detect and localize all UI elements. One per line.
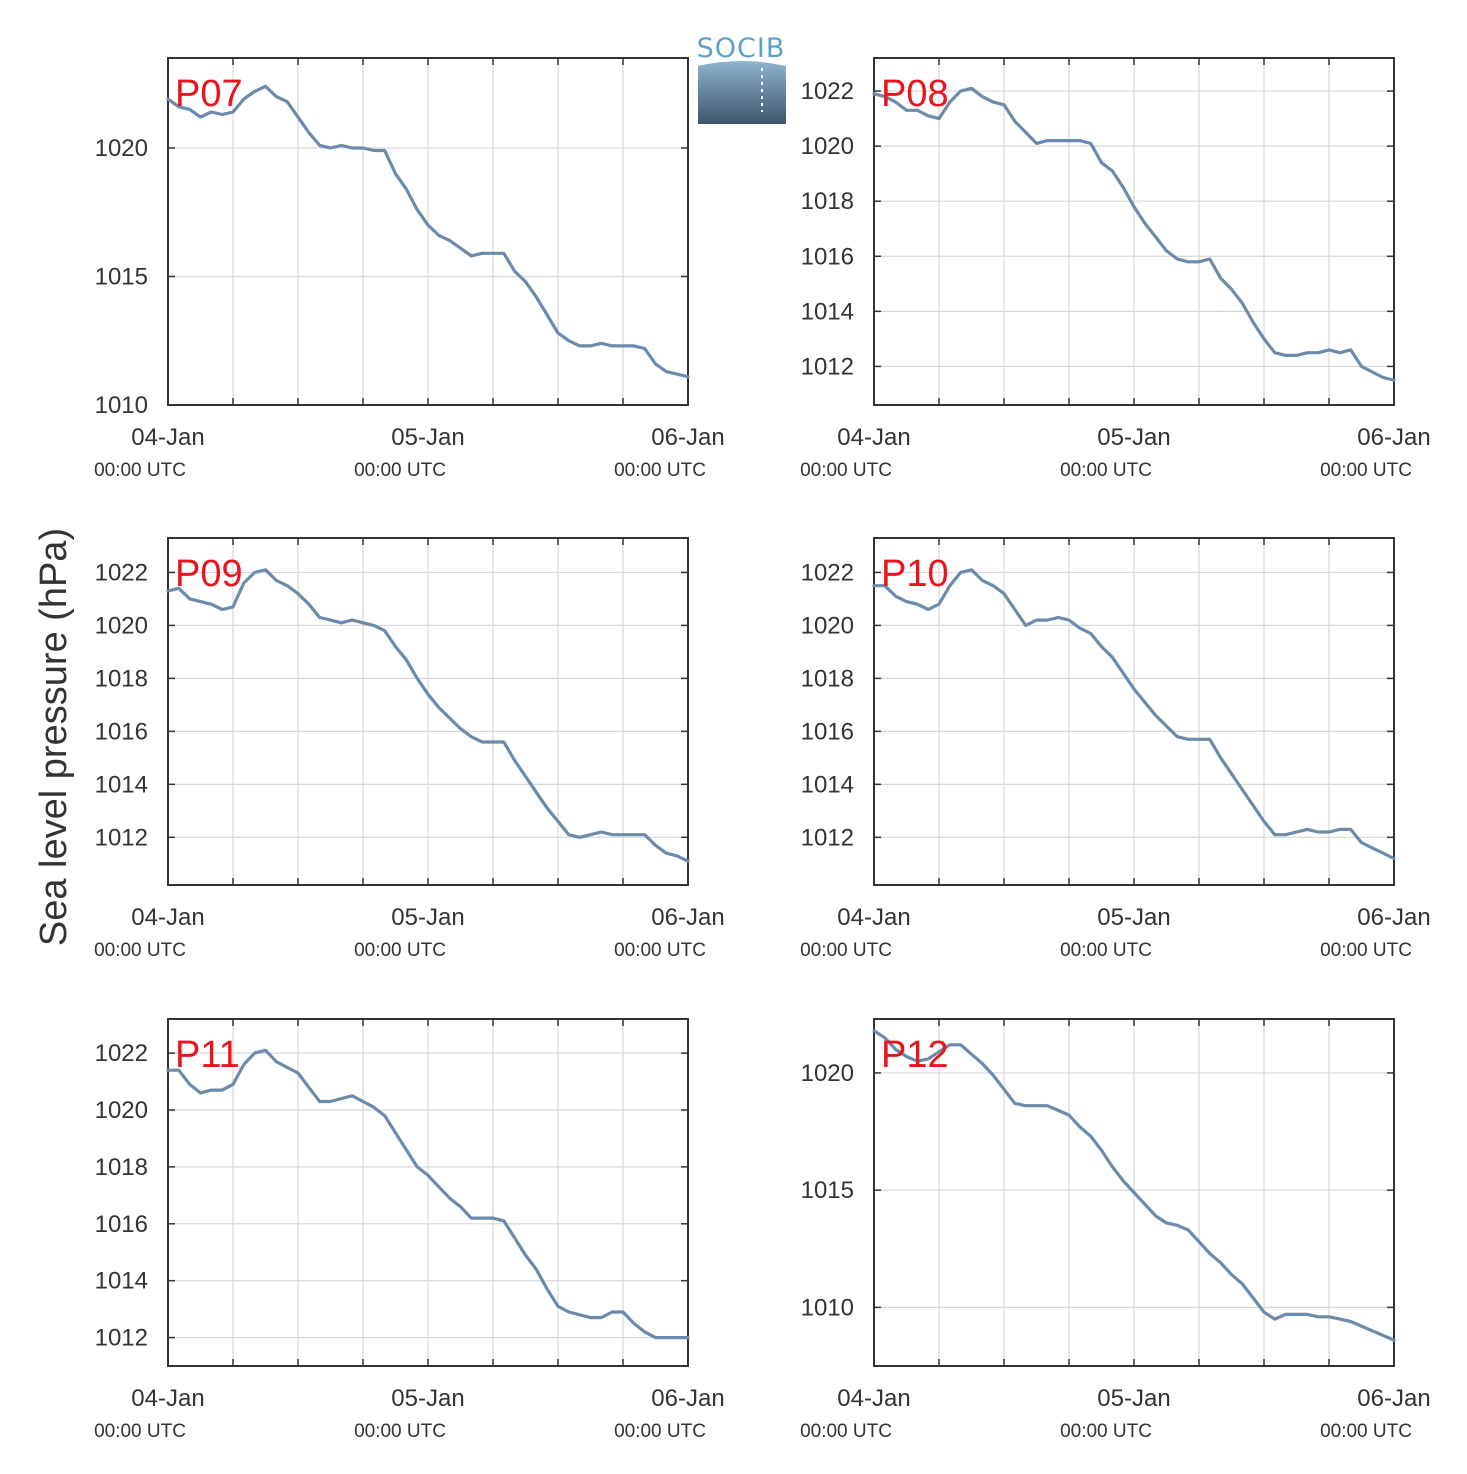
x-tick-sublabel: 00:00 UTC [354,460,446,481]
series-line [166,1048,690,1340]
y-tick-label: 1016 [801,718,854,745]
x-tick-label: 05-Jan [1097,1385,1170,1412]
y-tick-label: 1020 [95,612,148,639]
y-tick-label: 1018 [95,1154,148,1181]
panel-p08: 1012 1014 1016 1018 1020 1022 04-Jan 00:00 UTC 0… [800,57,1431,481]
y-tick-label: 1014 [95,1268,148,1295]
y-tick-label: 1016 [95,1211,148,1238]
series-line [166,568,690,863]
y-tick-label: 1010 [801,1294,854,1321]
y-tick-label: 1014 [95,771,148,798]
x-tick-sublabel: 00:00 UTC [1060,940,1152,961]
y-tick-label: 1022 [95,559,148,586]
panel-p11: 1012 1014 1016 1018 1020 1022 04-Jan 00:00 UTC 0… [94,1018,725,1442]
plot-frame [873,57,1395,406]
x-tick-label: 06-Jan [651,904,724,931]
panel-title: P08 [881,73,949,115]
x-tick-sublabel: 00:00 UTC [1060,460,1152,481]
plot-frame [167,1018,689,1367]
panel-p09: 1012 1014 1016 1018 1020 1022 04-Jan 00:00 UTC 0… [94,537,725,961]
x-tick-sublabel: 00:00 UTC [800,1421,892,1442]
panel-p07: 1010 1015 1020 04-Jan 00:00 UTC 05-Jan 00:00 U… [94,57,725,481]
x-tick-label: 05-Jan [1097,424,1170,451]
y-tick-label: 1022 [801,78,854,105]
x-tick-label: 04-Jan [131,1385,204,1412]
x-tick-label: 04-Jan [837,1385,910,1412]
x-tick-label: 04-Jan [837,424,910,451]
y-axis-label: Sea level pressure (hPa) [33,528,75,946]
logo-wave-icon [698,61,786,124]
panel-p10: 1012 1014 1016 1018 1020 1022 04-Jan 00:00 UTC 0… [800,537,1431,961]
panels: 1010 1015 1020 04-Jan 00:00 UTC 05-Jan 00:00 U… [94,57,1431,1442]
series-line [166,84,690,379]
y-tick-label: 1018 [95,665,148,692]
y-tick-label: 1018 [801,665,854,692]
x-tick-label: 05-Jan [1097,904,1170,931]
logo-text: SOCIB [697,33,786,64]
panel-p12: 1010 1015 1020 04-Jan 00:00 UTC 05-Jan 00:00 U… [800,1018,1431,1442]
x-tick-label: 04-Jan [131,424,204,451]
plot-frame [167,537,689,886]
y-tick-label: 1022 [801,559,854,586]
x-tick-label: 06-Jan [651,424,724,451]
y-tick-label: 1012 [95,824,148,851]
series-line [872,86,1396,382]
y-tick-label: 1015 [801,1177,854,1204]
plot-frame [873,537,1395,886]
panel-title: P07 [175,73,243,115]
x-tick-label: 05-Jan [391,424,464,451]
y-tick-label: 1012 [801,353,854,380]
x-tick-sublabel: 00:00 UTC [354,1421,446,1442]
y-tick-label: 1014 [801,298,854,325]
y-tick-label: 1020 [801,133,854,160]
y-tick-label: 1020 [95,1097,148,1124]
x-tick-sublabel: 00:00 UTC [1060,1421,1152,1442]
y-tick-label: 1018 [801,188,854,215]
y-tick-label: 1014 [801,771,854,798]
x-tick-sublabel: 00:00 UTC [94,940,186,961]
x-tick-sublabel: 00:00 UTC [614,1421,706,1442]
x-tick-sublabel: 00:00 UTC [354,940,446,961]
x-tick-label: 06-Jan [1357,904,1430,931]
y-tick-label: 1020 [95,135,148,162]
y-tick-label: 1020 [801,1060,854,1087]
x-tick-label: 05-Jan [391,1385,464,1412]
y-tick-label: 1016 [95,718,148,745]
y-tick-label: 1015 [95,263,148,290]
panel-title: P09 [175,553,243,595]
x-tick-label: 06-Jan [1357,1385,1430,1412]
x-tick-sublabel: 00:00 UTC [614,460,706,481]
y-tick-label: 1012 [801,824,854,851]
x-tick-label: 06-Jan [651,1385,724,1412]
series-line [872,568,1396,861]
x-tick-sublabel: 00:00 UTC [1320,1421,1412,1442]
y-tick-label: 1020 [801,612,854,639]
x-tick-sublabel: 00:00 UTC [94,1421,186,1442]
plot-frame [167,57,689,406]
series-line [872,1029,1396,1342]
panel-title: P12 [881,1034,949,1076]
panel-title: P11 [175,1034,240,1076]
socib-logo: SOCIB [697,33,786,124]
x-tick-label: 04-Jan [837,904,910,931]
plot-frame [873,1018,1395,1367]
x-tick-sublabel: 00:00 UTC [1320,940,1412,961]
y-tick-label: 1012 [95,1325,148,1352]
x-tick-sublabel: 00:00 UTC [800,460,892,481]
x-tick-label: 05-Jan [391,904,464,931]
x-tick-sublabel: 00:00 UTC [1320,460,1412,481]
x-tick-label: 04-Jan [131,904,204,931]
y-tick-label: 1016 [801,243,854,270]
x-tick-sublabel: 00:00 UTC [614,940,706,961]
y-tick-label: 1022 [95,1040,148,1067]
x-tick-sublabel: 00:00 UTC [94,460,186,481]
x-tick-sublabel: 00:00 UTC [800,940,892,961]
x-tick-label: 06-Jan [1357,424,1430,451]
panel-title: P10 [881,553,949,595]
y-tick-label: 1010 [95,392,148,419]
